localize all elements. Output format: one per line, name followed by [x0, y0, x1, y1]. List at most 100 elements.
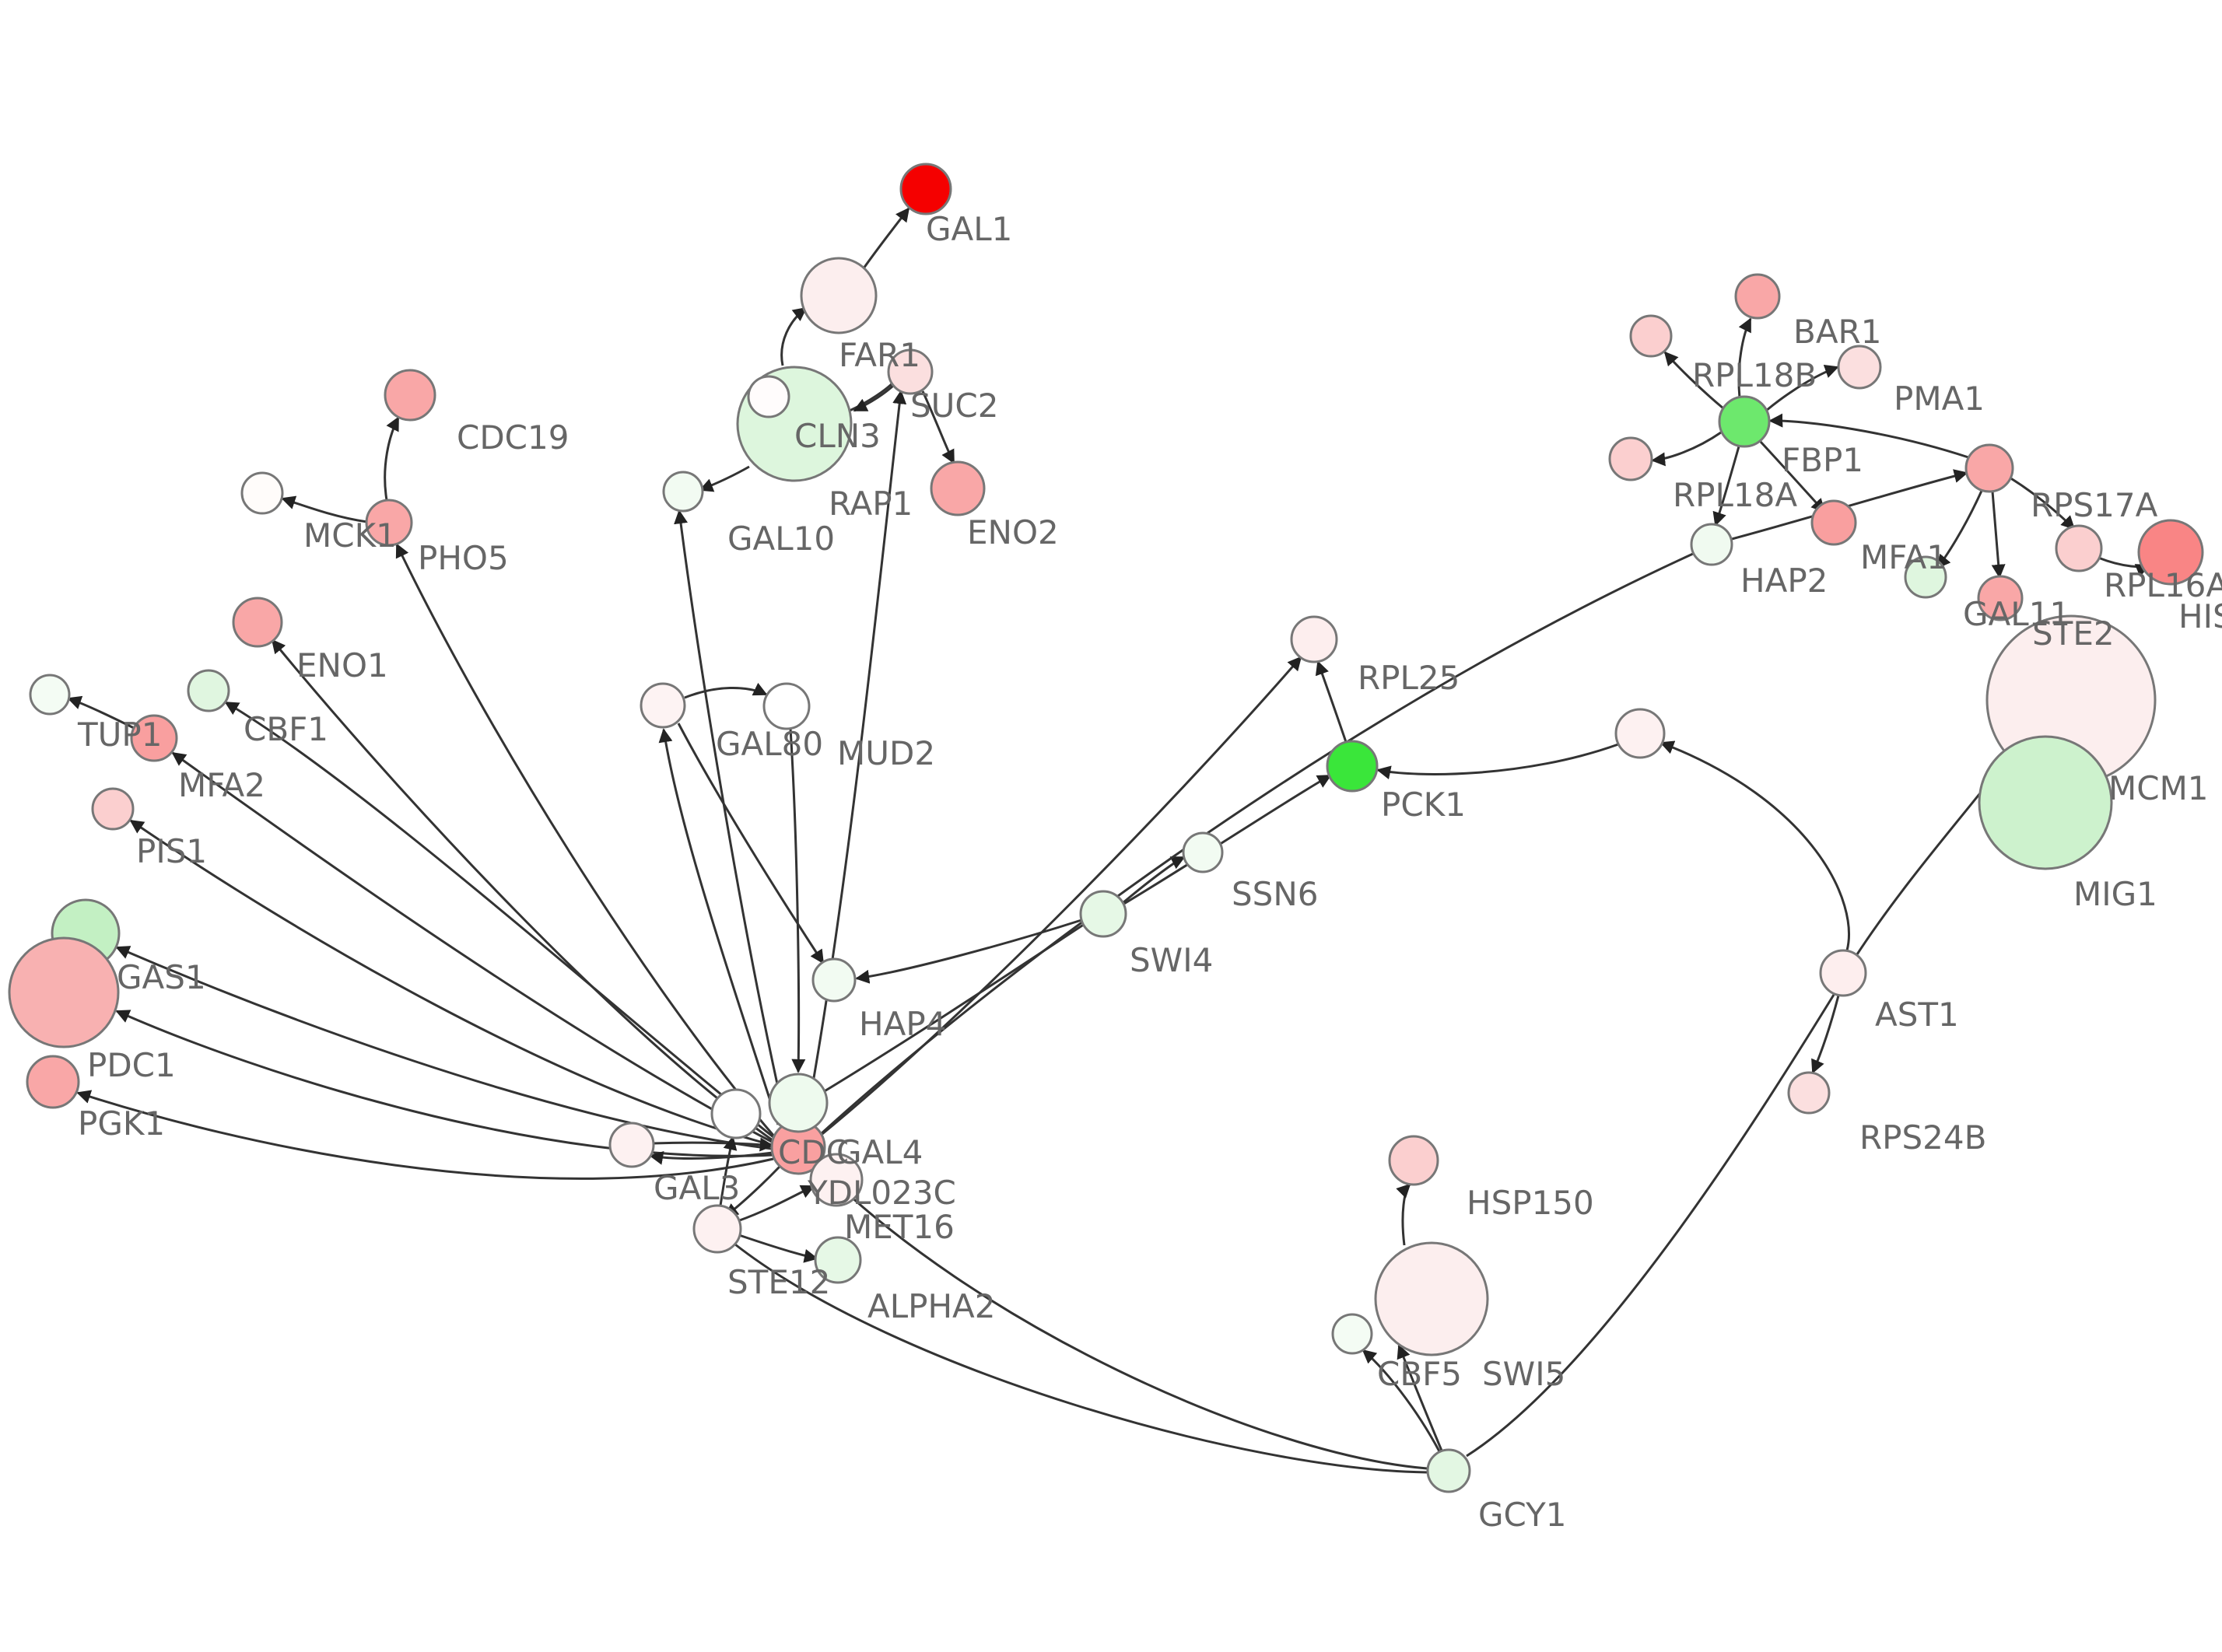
edge-fbp1-to-rpl18b	[1663, 351, 1724, 410]
edge-ste12-to-gcy1	[734, 1243, 1428, 1474]
edge-ste12-to-cdc	[719, 1136, 738, 1206]
node-alpha2[interactable]	[814, 1236, 862, 1284]
edge-hap2-to-gal4	[819, 552, 1694, 1136]
edge-gal4-to-gal10	[674, 509, 787, 1123]
edge-ast1-to-mig1x	[1659, 740, 1850, 951]
edge-suc2-to-cln3	[853, 384, 894, 412]
node-cbf1[interactable]	[187, 669, 230, 712]
node-rpl25[interactable]	[1290, 615, 1338, 663]
node-layer	[8, 163, 2204, 1493]
edge-gal4-to-gcy1	[815, 1163, 1428, 1470]
node-gal11[interactable]	[1904, 555, 1947, 599]
node-mfa2[interactable]	[130, 714, 178, 762]
edge-ste12-to-alpha2	[738, 1234, 818, 1263]
node-his4[interactable]	[2137, 519, 2204, 586]
edge-fbp1-to-rpl18a	[1651, 431, 1722, 467]
node-bar1[interactable]	[1734, 273, 1781, 320]
edge-pck1-to-rpl25	[1315, 660, 1348, 743]
node-gcy1[interactable]	[1426, 1448, 1471, 1493]
edge-cln3-to-far1	[780, 306, 808, 366]
edge-cln3-to-gal10	[699, 465, 750, 492]
edge-gal4-to-eno1	[271, 639, 773, 1142]
node-eno2[interactable]	[930, 460, 986, 516]
edge-far1-to-gal1	[862, 207, 910, 269]
node-gal3[interactable]	[608, 1122, 655, 1168]
node-hsp150[interactable]	[1388, 1135, 1439, 1186]
node-ast1[interactable]	[1819, 949, 1867, 997]
node-pho5[interactable]	[365, 499, 413, 547]
edge-gcy1-to-cbf5	[1362, 1349, 1441, 1452]
node-ssn6[interactable]	[1182, 831, 1224, 873]
node-gal1[interactable]	[899, 163, 952, 215]
edge-gal4-to-mfa2	[171, 751, 773, 1143]
node-fbp1[interactable]	[1718, 395, 1771, 448]
node-pis1[interactable]	[91, 787, 135, 831]
node-pdc1[interactable]	[8, 936, 120, 1048]
node-hap4[interactable]	[811, 957, 857, 1003]
edge-hap2-to-rps17a	[1731, 469, 1968, 541]
node-rps24b[interactable]	[1787, 1071, 1831, 1115]
node-eno1[interactable]	[232, 597, 283, 648]
edge-layer	[67, 207, 2150, 1474]
edge-gcy1-to-ast1	[1466, 994, 1835, 1458]
edge-rps17a-to-ste2	[1991, 491, 2006, 579]
node-pck1[interactable]	[1326, 740, 1379, 793]
node-ste2[interactable]	[1977, 575, 2024, 621]
edge-swi4-to-pck1	[1122, 774, 1332, 906]
edge-gal4-to-pdc1	[115, 1010, 773, 1157]
edge-hap4b-to-swi4	[822, 922, 1085, 1094]
edge-gal4-to-pgk1	[76, 1090, 774, 1180]
edge-fbp1-to-hap2	[1712, 446, 1740, 527]
edge-ast1-to-rps24b	[1811, 995, 1840, 1074]
edge-gcy1-to-swi5	[1397, 1344, 1443, 1451]
node-pgk1[interactable]	[26, 1055, 80, 1109]
node-rap1[interactable]	[747, 375, 790, 418]
node-swi4[interactable]	[1079, 890, 1127, 938]
node-cbf5[interactable]	[1331, 1313, 1373, 1355]
edge-gal4-to-suc2	[804, 390, 907, 1122]
node-far1[interactable]	[800, 257, 878, 334]
edge-cln3-to-suc2	[849, 380, 896, 412]
node-rpl18a[interactable]	[1608, 436, 1653, 481]
node-ste12[interactable]	[692, 1204, 742, 1254]
edge-mud2-to-hap4b	[789, 728, 806, 1073]
edge-gal80-to-hap4	[677, 723, 825, 964]
edge-gal4-to-gal80	[658, 728, 780, 1125]
node-pma1[interactable]	[1837, 345, 1882, 390]
edge-gal3-to-gal4	[653, 1137, 774, 1152]
node-mck1[interactable]	[240, 471, 284, 515]
edge-gal4-to-ste12	[724, 1165, 781, 1218]
edge-gal4-to-cbf1	[224, 701, 774, 1139]
edge-gal4-to-pho5	[395, 543, 776, 1138]
node-mig1x[interactable]	[1614, 708, 1666, 759]
node-gal10[interactable]	[662, 471, 704, 513]
edge-mfa2-to-tup1	[67, 695, 135, 730]
node-swi5[interactable]	[1374, 1241, 1489, 1356]
edge-swi4-to-hap4	[855, 919, 1082, 984]
node-ydl023c[interactable]	[809, 1153, 864, 1207]
edge-fbp1-to-mfa1	[1759, 440, 1826, 513]
node-mig1[interactable]	[1978, 735, 2113, 870]
node-hap4b[interactable]	[768, 1073, 829, 1133]
node-hap2[interactable]	[1690, 523, 1733, 566]
node-rps17a[interactable]	[1964, 443, 2014, 493]
node-suc2[interactable]	[887, 348, 934, 395]
edge-gal4-to-rpl25	[818, 656, 1302, 1139]
node-mud2[interactable]	[762, 682, 811, 730]
edge-gal4-to-pis1	[129, 819, 773, 1146]
edge-gal4-to-gas1	[115, 946, 773, 1150]
edge-mig1x-to-pck1	[1376, 743, 1619, 780]
node-rpl16a[interactable]	[2055, 524, 2103, 572]
node-gal80[interactable]	[640, 682, 686, 729]
node-rpl18b[interactable]	[1629, 314, 1673, 358]
node-cdc19[interactable]	[384, 369, 436, 422]
edge-rps17a-to-fbp1	[1768, 413, 1969, 459]
edge-pho5-to-cdc19	[384, 416, 400, 501]
edge-ste12-to-ydl023c	[737, 1185, 815, 1223]
node-mfa1[interactable]	[1810, 499, 1857, 546]
node-tup1[interactable]	[29, 674, 71, 716]
node-cdc[interactable]	[710, 1088, 762, 1139]
edge-gal4-to-gal3	[649, 1150, 773, 1165]
